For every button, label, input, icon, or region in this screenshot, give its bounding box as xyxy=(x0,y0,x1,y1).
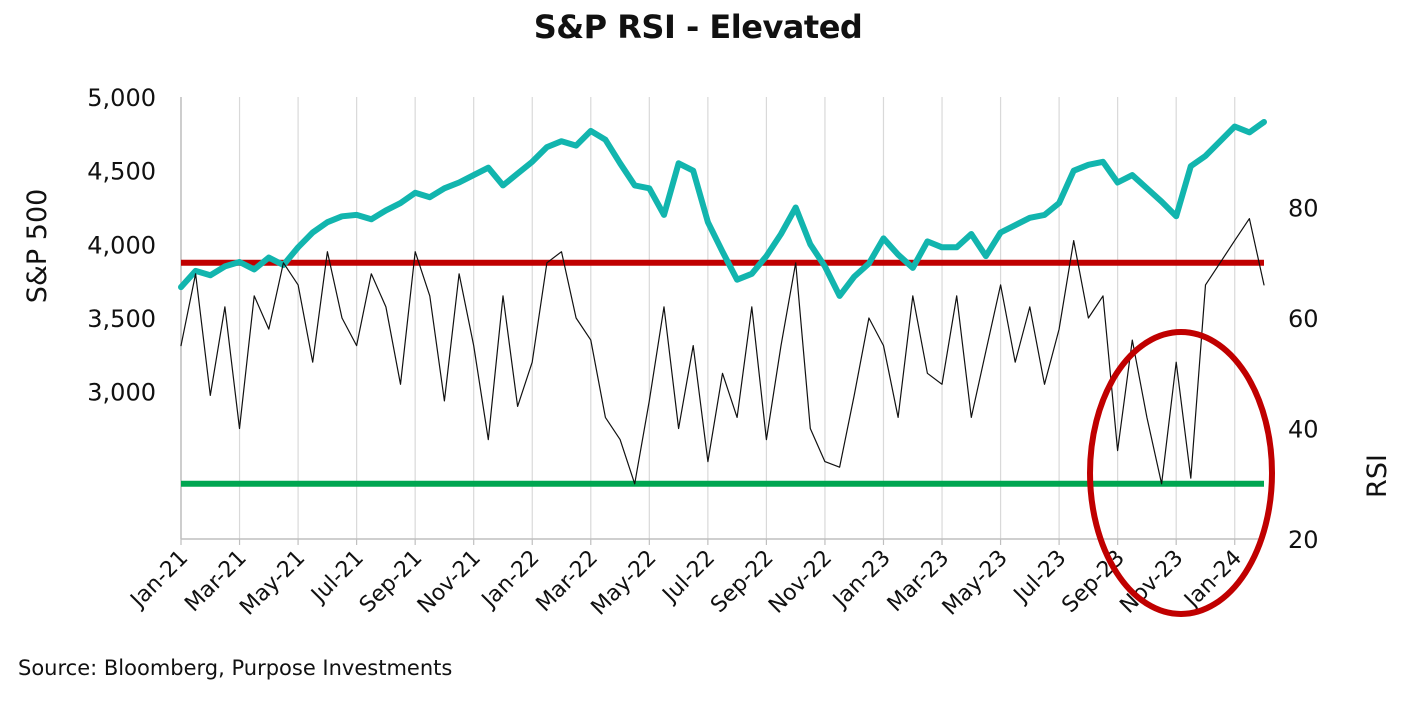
y-right-tick-label: 80 xyxy=(1288,195,1319,223)
y-left-axis-label: S&P 500 xyxy=(22,189,53,304)
annotation-ellipse xyxy=(1087,329,1275,617)
x-tick-label: Jan-22 xyxy=(476,546,544,614)
x-tick-label: May-23 xyxy=(938,546,1013,621)
y-left-tick-label: 3,000 xyxy=(87,379,156,407)
y-left-tick-label: 4,500 xyxy=(87,158,156,186)
x-tick-label: May-22 xyxy=(587,546,662,621)
x-tick-label: Jan-21 xyxy=(125,546,193,614)
x-tick-label: Nov-22 xyxy=(764,546,837,619)
x-tick-label: Sep-21 xyxy=(355,546,427,618)
gridlines xyxy=(180,97,1236,539)
x-tick-label: May-21 xyxy=(235,546,310,621)
y-left-tick-label: 5,000 xyxy=(87,84,156,112)
series-line-s-p-500 xyxy=(178,119,1267,299)
axes xyxy=(180,97,1264,545)
x-tick-label: Sep-22 xyxy=(706,546,778,618)
reference-lines xyxy=(181,259,1264,487)
y-right-axis-label: RSI xyxy=(1362,454,1393,498)
x-tick-label: Nov-21 xyxy=(413,546,486,619)
chart-title: S&P RSI - Elevated xyxy=(533,8,863,46)
annotations xyxy=(1087,329,1275,617)
y-left-tick-label: 4,000 xyxy=(87,231,156,259)
y-left-tick-label: 3,500 xyxy=(87,305,156,333)
source-note: Source: Bloomberg, Purpose Investments xyxy=(18,656,453,680)
y-right-tick-label: 40 xyxy=(1288,416,1319,444)
series-layer xyxy=(178,119,1267,485)
series-line-rsi xyxy=(180,218,1265,485)
x-tick-label: Jan-23 xyxy=(827,546,895,614)
y-right-tick-label: 60 xyxy=(1288,305,1319,333)
y-right-tick-label: 20 xyxy=(1288,526,1319,554)
x-tick-label: Sep-23 xyxy=(1057,546,1129,618)
